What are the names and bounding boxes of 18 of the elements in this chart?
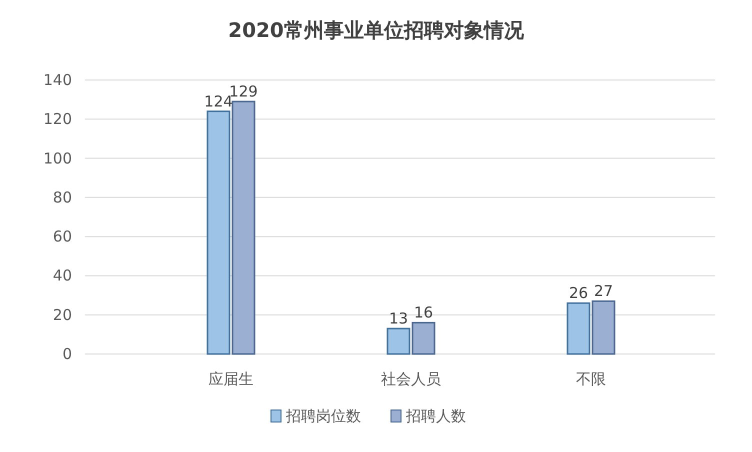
y-tick-label: 120 (43, 110, 72, 128)
y-tick-label: 40 (52, 266, 72, 285)
data-label: 16 (414, 304, 434, 322)
chart-title: 2020常州事业单位招聘对象情况 (228, 18, 525, 42)
data-label: 27 (594, 282, 614, 300)
y-tick-label: 0 (62, 345, 72, 363)
y-tick-label: 60 (52, 228, 72, 246)
x-tick-label: 应届生 (208, 370, 254, 388)
y-tick-label: 80 (52, 188, 72, 206)
y-tick-label: 20 (52, 306, 72, 324)
legend-label: 招聘人数 (405, 407, 466, 425)
y-tick-label: 100 (43, 149, 72, 168)
x-tick-label: 不限 (576, 370, 606, 388)
x-tick-label: 社会人员 (381, 370, 441, 388)
legend-label: 招聘岗位数 (285, 407, 361, 425)
data-label: 26 (568, 284, 588, 302)
y-tick-label: 140 (43, 71, 72, 89)
data-label: 13 (388, 310, 408, 328)
